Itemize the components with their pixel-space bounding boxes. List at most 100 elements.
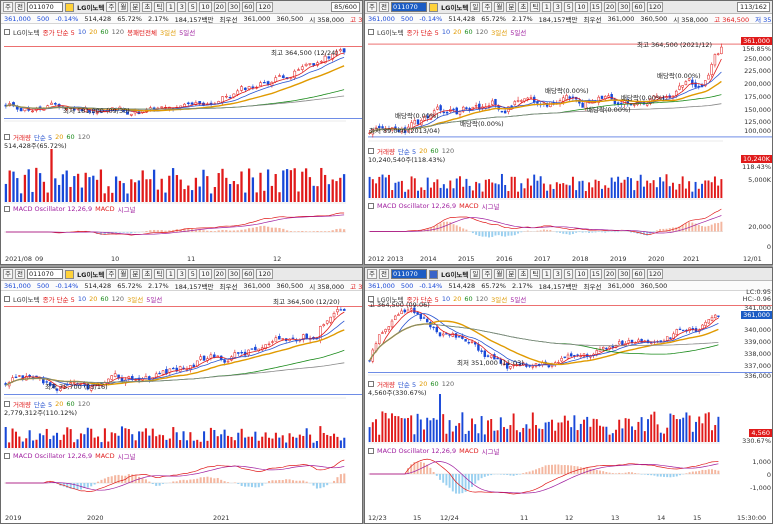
interval-button[interactable]: 20 <box>213 269 226 279</box>
interval-button[interactable]: 5 <box>564 269 574 279</box>
legend-ma10: 10 <box>441 295 451 303</box>
period-button[interactable]: 초 <box>142 269 153 279</box>
interval-button[interactable]: 1 <box>542 269 552 279</box>
interval-button[interactable]: 120 <box>256 269 273 279</box>
interval-button[interactable]: 15 <box>589 2 602 12</box>
volume-bar <box>255 192 258 202</box>
period-button[interactable]: 주 <box>482 2 493 12</box>
period-button[interactable]: 틱 <box>530 2 541 12</box>
interval-button[interactable]: 5 <box>188 2 198 12</box>
mode-selector[interactable]: 주 <box>367 269 377 279</box>
search-icon[interactable] <box>64 269 74 279</box>
candle-body <box>329 316 332 323</box>
legend-toggle-icon[interactable] <box>4 453 10 459</box>
interval-button[interactable]: 1 <box>166 2 176 12</box>
price-chart-svg[interactable] <box>365 1 773 265</box>
interval-button[interactable]: 20 <box>603 269 617 279</box>
interval-button[interactable]: 120 <box>646 2 664 12</box>
legend-toggle-icon[interactable] <box>4 29 10 35</box>
interval-button[interactable]: 60 <box>632 269 645 279</box>
interval-button[interactable]: 30 <box>227 2 241 12</box>
volume-bar <box>439 394 441 442</box>
legend-toggle-icon[interactable] <box>368 203 374 209</box>
volume-bar <box>423 429 425 442</box>
interval-button[interactable]: 1 <box>542 2 552 12</box>
stock-code-input[interactable]: 011070 <box>390 269 427 279</box>
period-button[interactable]: 분 <box>506 2 517 12</box>
period-button[interactable]: 월 <box>494 269 505 279</box>
interval-button[interactable]: 3 <box>177 269 187 279</box>
period-button[interactable]: 주 <box>106 2 117 12</box>
mode-selector-2[interactable]: 전 <box>14 2 25 12</box>
legend-line5: 5일선 <box>510 296 527 304</box>
period-button[interactable]: 일 <box>470 269 481 279</box>
legend-toggle-icon[interactable] <box>368 448 374 454</box>
mode-selector[interactable]: 주 <box>367 2 377 12</box>
period-button[interactable]: 틱 <box>530 269 541 279</box>
period-button[interactable]: 틱 <box>154 269 165 279</box>
search-icon[interactable] <box>428 269 438 279</box>
interval-button[interactable]: 30 <box>227 269 241 279</box>
period-button[interactable]: 분 <box>130 2 141 12</box>
period-button[interactable]: 일 <box>470 2 481 12</box>
legend-toggle-icon[interactable] <box>4 134 10 140</box>
interval-button[interactable]: 15 <box>589 269 602 279</box>
interval-button[interactable]: 20 <box>213 2 226 12</box>
legend-toggle-icon[interactable] <box>368 29 374 35</box>
period-button[interactable]: 분 <box>506 269 517 279</box>
legend-toggle-icon[interactable] <box>368 148 374 154</box>
volume-bar <box>563 415 566 442</box>
interval-button[interactable]: 30 <box>618 269 631 279</box>
period-button[interactable]: 주 <box>106 269 117 279</box>
interval-button[interactable]: 10 <box>199 269 212 279</box>
price-chart-svg[interactable] <box>1 268 363 524</box>
macd-osc-bar <box>268 480 271 483</box>
period-button[interactable]: 월 <box>118 2 129 12</box>
interval-button[interactable]: 60 <box>632 2 645 12</box>
period-button[interactable]: 틱 <box>154 2 165 12</box>
legend-toggle-icon[interactable] <box>4 206 10 212</box>
mode-selector-2[interactable]: 전 <box>14 269 25 279</box>
mode-selector[interactable]: 주 <box>3 2 13 12</box>
interval-button[interactable]: 1 <box>166 269 176 279</box>
price-chart-svg[interactable] <box>365 268 773 524</box>
interval-button[interactable]: 10 <box>199 2 212 12</box>
stock-code-input[interactable]: 011070 <box>26 2 63 12</box>
search-icon[interactable] <box>64 2 74 12</box>
interval-button[interactable]: 120 <box>256 2 273 12</box>
search-icon[interactable] <box>428 2 438 12</box>
legend-toggle-icon[interactable] <box>368 381 374 387</box>
price-chart-svg[interactable] <box>1 1 363 265</box>
mode-selector-2[interactable]: 전 <box>378 269 389 279</box>
interval-button[interactable]: 5 <box>188 269 198 279</box>
volume-bar <box>285 169 289 202</box>
interval-button[interactable]: 30 <box>618 2 631 12</box>
candle-body <box>658 96 662 99</box>
legend-toggle-icon[interactable] <box>368 296 374 302</box>
candle-body <box>710 316 714 321</box>
period-button[interactable]: 초 <box>518 269 529 279</box>
stock-code-input[interactable]: 011070 <box>390 2 427 12</box>
interval-button[interactable]: 60 <box>242 269 255 279</box>
interval-button[interactable]: 3 <box>177 2 187 12</box>
interval-button[interactable]: 20 <box>603 2 617 12</box>
interval-button[interactable]: 3 <box>553 2 563 12</box>
stock-code-input[interactable]: 011070 <box>26 269 63 279</box>
interval-button[interactable]: 10 <box>575 2 588 12</box>
interval-button[interactable]: 3 <box>553 269 563 279</box>
period-button[interactable]: 월 <box>494 2 505 12</box>
mode-selector[interactable]: 주 <box>3 269 13 279</box>
mode-selector-2[interactable]: 전 <box>378 2 389 12</box>
period-button[interactable]: 초 <box>142 2 153 12</box>
interval-button[interactable]: 60 <box>242 2 255 12</box>
legend-toggle-icon[interactable] <box>4 401 10 407</box>
legend-toggle-icon[interactable] <box>4 296 10 302</box>
period-button[interactable]: 월 <box>118 269 129 279</box>
volume-bar <box>312 442 315 448</box>
period-button[interactable]: 분 <box>130 269 141 279</box>
interval-button[interactable]: 5 <box>564 2 574 12</box>
interval-button[interactable]: 120 <box>646 269 664 279</box>
period-button[interactable]: 초 <box>518 2 529 12</box>
period-button[interactable]: 주 <box>482 269 493 279</box>
interval-button[interactable]: 10 <box>575 269 588 279</box>
